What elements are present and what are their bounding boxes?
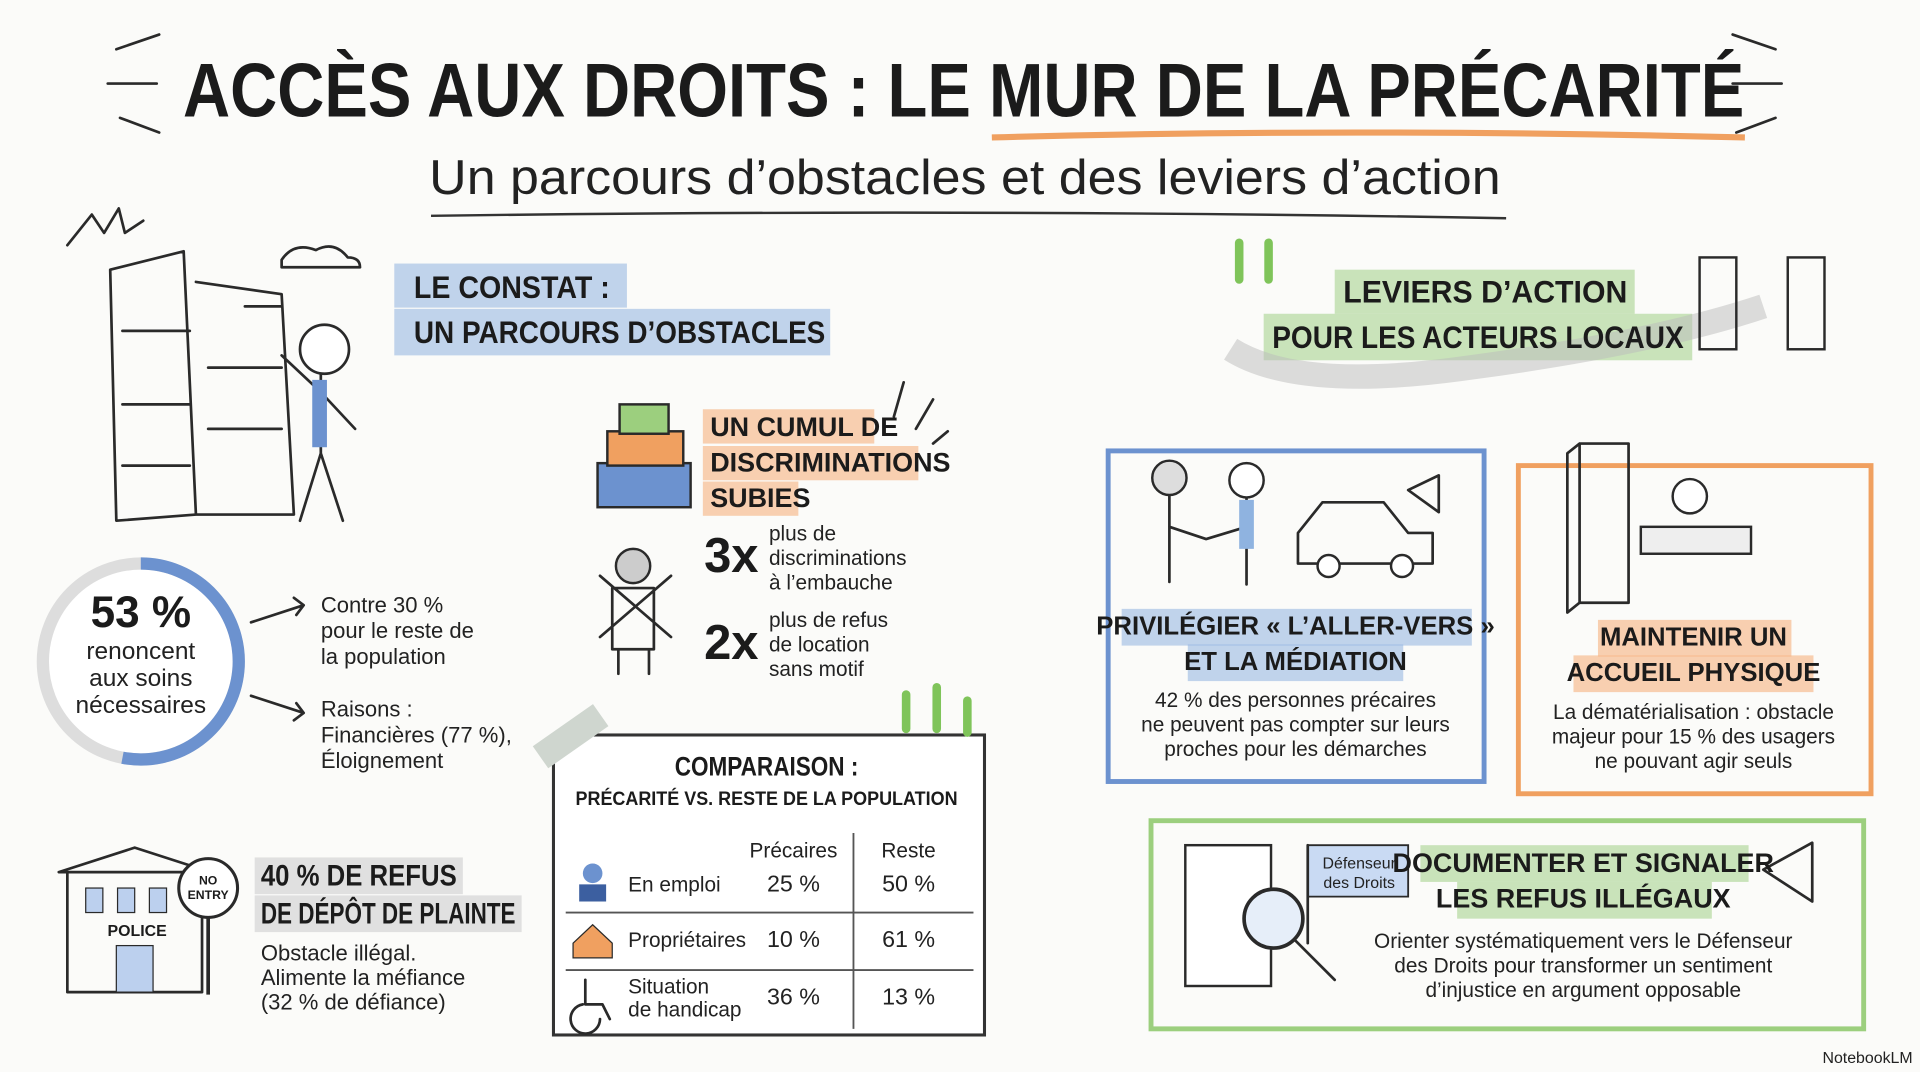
card-title: ACCUEIL PHYSIQUE (1567, 659, 1821, 687)
row-label: de handicap (628, 999, 741, 1022)
block-text: (32 % de défiance) (261, 989, 446, 1014)
stat-text: plus de (769, 522, 836, 545)
stat-factor: 3x (704, 529, 758, 583)
card-text: majeur pour 15 % des usagers (1552, 726, 1835, 749)
block-text: Obstacle illégal. (261, 940, 417, 965)
flag-label: des Droits (1323, 875, 1395, 892)
row-label: Situation (628, 975, 709, 998)
sign-text: ENTRY (188, 888, 229, 902)
card-text: proches pour les démarches (1164, 738, 1426, 761)
section-heading: POUR LES ACTEURS LOCAUX (1272, 319, 1683, 355)
block-text: Alimente la méfiance (261, 965, 465, 990)
card-title: PRIVILÉGIER « L’ALLER-VERS » (1096, 612, 1494, 641)
card-text: La dématérialisation : obstacle (1553, 701, 1834, 724)
stat-text: aux soins (89, 665, 192, 692)
stat-text: discriminations (769, 547, 907, 570)
card-text: d’injustice en argument opposable (1425, 979, 1741, 1002)
table-cell: 10 % (767, 926, 820, 952)
section-heading: UN PARCOURS D’OBSTACLES (414, 314, 825, 350)
stat-value: 53 % (91, 588, 191, 637)
decorations (36, 33, 1874, 1037)
card-text: des Droits pour transformer un sentiment (1394, 955, 1772, 978)
row-label: Propriétaires (628, 929, 746, 952)
block-heading: SUBIES (710, 483, 810, 513)
card-title: ET LA MÉDIATION (1184, 647, 1407, 676)
table-cell: 36 % (767, 983, 820, 1009)
note: Éloignement (321, 748, 443, 773)
table-subtitle: PRÉCARITÉ VS. RESTE DE LA POPULATION (576, 787, 958, 810)
note: pour le reste de (321, 618, 474, 643)
row-label: En emploi (628, 874, 720, 897)
block-heading: DISCRIMINATIONS (710, 448, 950, 478)
table-cell: 61 % (882, 926, 935, 952)
block-heading: 40 % DE REFUS (261, 860, 457, 893)
sign-text: NO (199, 873, 217, 887)
column-header: Reste (881, 839, 935, 862)
subtitle: Un parcours d’obstacles et des leviers d… (429, 151, 1500, 205)
card-text: ne pouvant agir seuls (1595, 750, 1793, 773)
table-cell: 50 % (882, 871, 935, 897)
card-text: ne peuvent pas compter sur leurs (1141, 713, 1450, 736)
content: ACCÈS AUX DROITS : LE MUR DE LA PRÉCARIT… (76, 49, 1913, 1068)
note: Contre 30 % (321, 593, 443, 618)
note: Financières (77 %), (321, 722, 512, 747)
stat-text: de location (769, 634, 870, 657)
note: la population (321, 644, 446, 669)
card-title: LES REFUS ILLÉGAUX (1436, 883, 1731, 914)
stat-text: sans motif (769, 658, 864, 681)
table-cell: 13 % (882, 983, 935, 1009)
block-heading: UN CUMUL DE (710, 412, 898, 442)
stat-text: plus de refus (769, 609, 888, 632)
flag-label: Défenseur (1322, 855, 1396, 872)
card-title: DOCUMENTER ET SIGNALER (1393, 848, 1774, 878)
table-cell: 25 % (767, 871, 820, 897)
card-text: 42 % des personnes précaires (1155, 689, 1436, 712)
note: Raisons : (321, 697, 413, 722)
block-heading: DE DÉPÔT DE PLAINTE (261, 897, 516, 931)
stat-text: nécessaires (76, 692, 207, 719)
card-text: Orienter systématiquement vers le Défens… (1374, 930, 1793, 953)
stat-text: à l’embauche (769, 571, 893, 594)
care-ring-arc (121, 557, 245, 766)
table-title: COMPARAISON : (675, 751, 859, 781)
section-heading: LE CONSTAT : (414, 269, 610, 305)
brand: NotebookLM (1822, 1050, 1912, 1067)
stat-text: renoncent (86, 638, 195, 665)
building-label: POLICE (108, 923, 167, 940)
stat-factor: 2x (704, 616, 758, 670)
column-header: Précaires (750, 839, 838, 862)
card-title: MAINTENIR UN (1600, 624, 1787, 652)
section-heading: LEVIERS D’ACTION (1343, 274, 1627, 310)
title: ACCÈS AUX DROITS : LE MUR DE LA PRÉCARIT… (183, 49, 1744, 134)
